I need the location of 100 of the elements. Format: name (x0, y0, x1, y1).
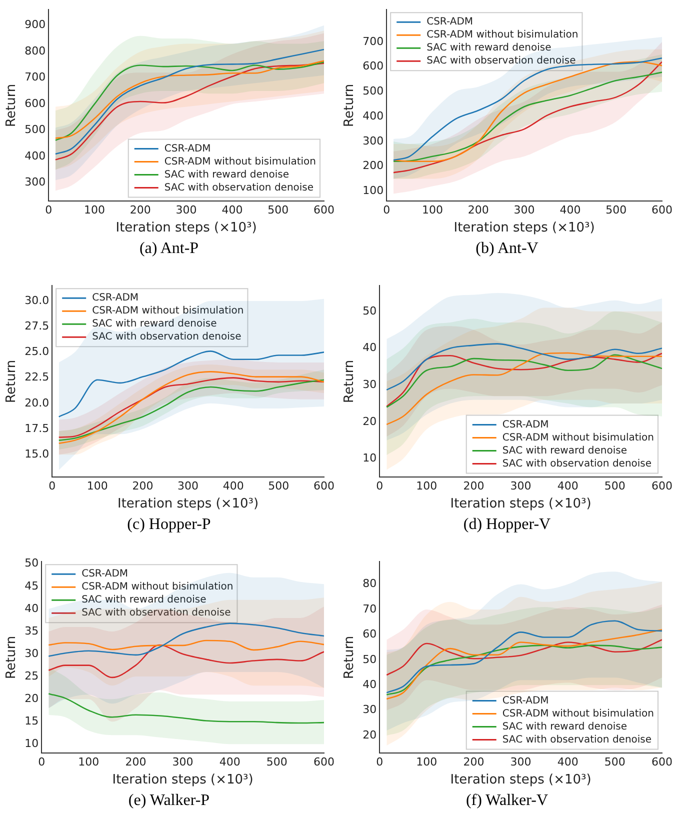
x-tick-label: 500 (604, 756, 626, 769)
legend-label: SAC with reward denoise (82, 594, 206, 606)
x-tick-label: 400 (557, 756, 578, 769)
line-series (386, 639, 662, 676)
y-axis-title: Return (4, 636, 20, 679)
y-tick-label: 50 (362, 652, 377, 666)
legend-label: CSR-ADM (92, 292, 139, 304)
y-tick-label: 70 (362, 602, 377, 616)
x-axis-title: Iteration steps (×10³) (454, 220, 595, 236)
x-tick-label: 100 (416, 756, 438, 769)
x-tick-label: 100 (78, 756, 100, 769)
y-tick-label: 20 (362, 728, 377, 742)
legend-label: SAC with observation denoise (502, 458, 652, 470)
y-tick-label: 500 (362, 84, 384, 98)
x-tick-label: 400 (222, 480, 244, 493)
x-tick-label: 100 (422, 204, 443, 217)
y-tick-label: 40 (362, 341, 377, 354)
y-tick-label: 600 (24, 96, 46, 110)
x-tick-label: 200 (468, 204, 489, 217)
x-tick-label: 300 (178, 480, 199, 493)
x-tick-label: 500 (604, 480, 626, 493)
x-axis-title: Iteration steps (×10³) (118, 496, 259, 512)
legend-label: SAC with observation denoise (82, 608, 231, 619)
y-tick-label: 40 (24, 602, 39, 615)
x-tick-label: 200 (463, 756, 484, 769)
text: (b) Ant-V (474, 240, 540, 258)
y-tick-label: 10 (24, 737, 39, 750)
y-tick-label: 50 (362, 304, 377, 318)
legend-label: CSR-ADM without bisimulation (164, 156, 316, 168)
legend-label: CSR-ADM (502, 695, 549, 706)
y-tick-label: 900 (24, 18, 46, 32)
x-tick-label: 0 (48, 480, 56, 493)
y-tick-label: 80 (362, 577, 377, 590)
legend-label: SAC with observation denoise (164, 182, 314, 194)
line-series (48, 693, 324, 724)
legend-label: SAC with reward denoise (502, 445, 628, 456)
line-series (386, 620, 662, 694)
x-tick-label: 0 (45, 204, 52, 217)
text: (d) Hopper-V (462, 516, 552, 534)
x-axis-title: Iteration steps (×10³) (112, 772, 254, 788)
x-tick-label: 300 (514, 204, 535, 217)
legend-label: CSR-ADM without bisimulation (82, 582, 234, 593)
line-series (386, 644, 662, 696)
legend-label: SAC with reward denoise (92, 318, 217, 330)
y-tick-label: 500 (24, 123, 46, 136)
y-tick-label: 15.0 (24, 448, 50, 461)
y-tick-label: 30 (24, 646, 39, 660)
legend-label: SAC with reward denoise (502, 721, 628, 732)
x-tick-label: 600 (314, 204, 334, 217)
x-tick-label: 200 (463, 480, 484, 493)
y-tick-label: 800 (24, 44, 46, 58)
x-tick-label: 0 (376, 756, 384, 769)
x-tick-label: 600 (652, 756, 672, 769)
y-tick-label: 60 (362, 628, 377, 641)
text: (f) Walker-V (464, 792, 550, 810)
legend-label: SAC with reward denoise (426, 42, 552, 54)
x-tick-label: 200 (130, 204, 151, 217)
x-tick-label: 0 (376, 480, 384, 493)
x-tick-label: 500 (266, 756, 288, 769)
y-tick-label: 50 (24, 556, 39, 570)
x-tick-label: 200 (125, 756, 146, 769)
legend-label: CSR-ADM (82, 568, 128, 580)
x-tick-label: 100 (416, 480, 438, 493)
y-tick-label: 17.5 (24, 422, 50, 435)
x-tick-label: 600 (314, 756, 334, 769)
y-tick-label: 20.0 (24, 396, 50, 410)
y-tick-label: 400 (24, 149, 46, 162)
legend-label: CSR-ADM without bisimulation (426, 30, 578, 41)
y-tick-label: 27.5 (24, 319, 50, 332)
x-tick-label: 200 (132, 480, 154, 493)
x-axis-title: Iteration steps (×10³) (450, 496, 592, 512)
text: (c) Hopper-P (126, 516, 212, 534)
y-tick-label: 25 (24, 669, 39, 682)
legend-label: SAC with observation denoise (502, 734, 652, 746)
y-axis-title: Return (4, 360, 20, 403)
line-series (48, 622, 324, 657)
y-tick-label: 300 (362, 134, 384, 148)
legend-label: CSR-ADM without bisimulation (92, 306, 244, 317)
x-tick-label: 400 (222, 204, 243, 217)
y-tick-label: 40 (362, 678, 377, 691)
y-tick-label: 100 (362, 184, 384, 198)
x-tick-label: 0 (38, 756, 46, 769)
y-tick-label: 200 (362, 159, 384, 172)
line-series (386, 343, 662, 391)
text: (a) Ant-P (138, 240, 200, 258)
y-tick-label: 25.0 (24, 345, 50, 358)
y-tick-label: 45 (24, 579, 39, 592)
y-axis-title: Return (4, 84, 20, 127)
x-tick-label: 500 (606, 204, 627, 217)
y-tick-label: 700 (24, 70, 46, 84)
x-tick-label: 100 (84, 204, 105, 217)
x-axis-title: Iteration steps (×10³) (116, 220, 257, 236)
legend-label: SAC with reward denoise (164, 169, 290, 180)
line-series (48, 644, 324, 678)
x-tick-label: 500 (268, 480, 290, 493)
line-series (48, 640, 324, 651)
y-tick-label: 700 (362, 34, 384, 48)
y-tick-label: 20 (362, 414, 377, 428)
x-tick-label: 0 (383, 204, 390, 217)
x-tick-label: 400 (219, 756, 240, 769)
